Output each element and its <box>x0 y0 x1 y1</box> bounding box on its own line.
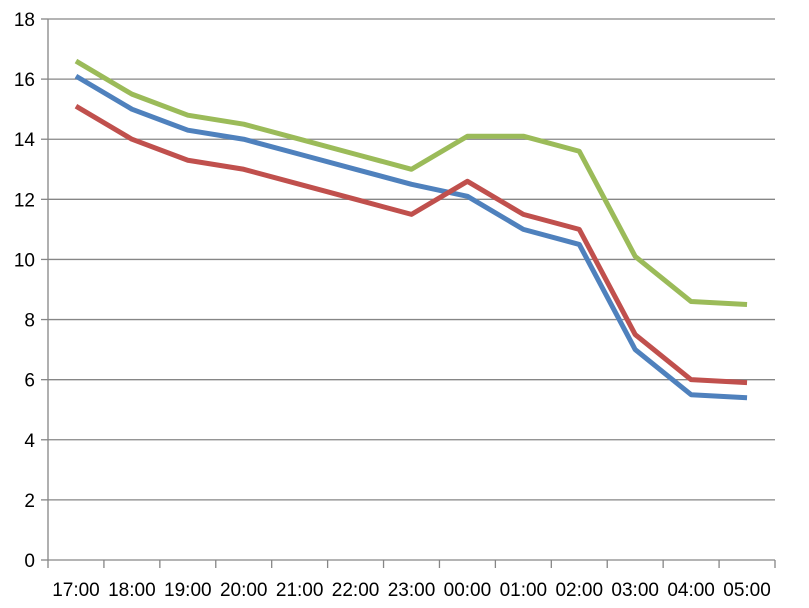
x-tick-label: 17:00 <box>52 580 100 601</box>
axes <box>47 19 775 561</box>
y-tick-label: 2 <box>24 491 35 512</box>
y-tick-label: 10 <box>14 250 35 271</box>
x-tick-label: 19:00 <box>164 580 212 601</box>
y-tick-label: 12 <box>14 190 35 211</box>
y-tick-label: 6 <box>24 371 35 392</box>
series-line-2 <box>74 104 748 386</box>
x-tick-label: 20:00 <box>220 580 268 601</box>
x-tick-label: 00:00 <box>444 580 492 601</box>
series-lines <box>74 58 748 401</box>
y-tick-label: 14 <box>14 130 36 151</box>
y-axis-ticks: 0 2 4 6 8 10 12 14 16 18 <box>14 10 48 572</box>
y-tick-label: 0 <box>24 551 35 572</box>
y-tick-label: 8 <box>24 311 35 332</box>
x-tick-label: 03:00 <box>611 580 659 601</box>
x-tick-label: 18:00 <box>108 580 156 601</box>
gridlines <box>48 18 775 501</box>
y-tick-label: 16 <box>14 70 35 91</box>
x-axis-ticks: 17:00 18:00 19:00 20:00 21:00 22:00 23:00 00:00… <box>47 560 776 601</box>
x-tick-label: 23:00 <box>388 580 436 601</box>
x-tick-label: 01:00 <box>500 580 548 601</box>
y-tick-label: 18 <box>14 10 35 31</box>
x-tick-label: 05:00 <box>723 580 771 601</box>
series-line-1 <box>74 73 748 401</box>
y-tick-label: 4 <box>24 431 35 452</box>
x-tick-label: 04:00 <box>667 580 715 601</box>
x-tick-label: 02:00 <box>555 580 603 601</box>
series-line-3 <box>74 58 748 308</box>
x-tick-label: 22:00 <box>332 580 380 601</box>
x-tick-label: 21:00 <box>276 580 324 601</box>
